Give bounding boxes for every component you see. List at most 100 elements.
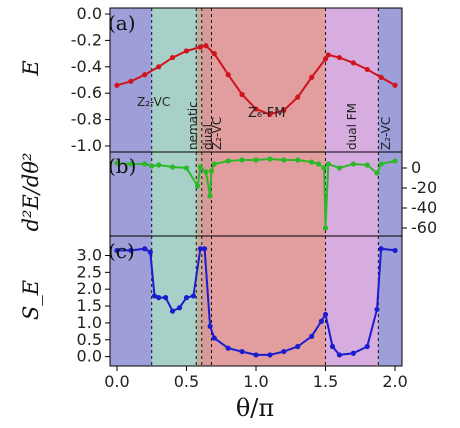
data-point — [378, 74, 384, 80]
y-tick-label: 2.0 — [77, 279, 102, 298]
region-0 — [110, 8, 152, 366]
region-5 — [325, 8, 379, 366]
y-tick-label: 1.0 — [77, 313, 102, 332]
data-point — [329, 343, 336, 350]
data-point — [156, 162, 162, 168]
x-tick-label: 1.0 — [243, 372, 268, 391]
data-point — [253, 106, 259, 112]
data-point — [309, 333, 315, 339]
xlabel: θ/π — [236, 394, 274, 422]
ylabel-a: E — [19, 60, 43, 76]
axes: 0.0-0.2-0.4-0.6-0.8-1.00-20-40-603.02.52… — [71, 4, 437, 391]
data-point — [197, 44, 203, 50]
data-point — [147, 249, 153, 255]
data-point — [203, 169, 209, 175]
data-point — [336, 352, 343, 358]
data-point — [336, 54, 343, 61]
ylabel-c: S_E — [19, 280, 43, 320]
data-point — [350, 60, 356, 66]
data-point — [207, 193, 213, 199]
y-tick-label: 3.0 — [77, 245, 102, 264]
data-point — [114, 82, 120, 88]
data-point — [267, 156, 273, 162]
data-point — [190, 293, 197, 299]
data-point — [197, 164, 203, 170]
data-point — [151, 293, 158, 299]
data-point — [392, 247, 398, 254]
data-point — [163, 295, 169, 301]
data-point — [225, 345, 231, 351]
y-tick-label: -40 — [411, 198, 437, 217]
data-point — [195, 183, 201, 189]
region-label-dual-fm: dual FM — [345, 103, 359, 150]
data-point — [239, 91, 245, 98]
data-point — [201, 246, 208, 252]
data-point — [149, 163, 155, 169]
panel-label-a: (a) — [108, 11, 136, 35]
data-point — [336, 165, 343, 171]
ylabel-b: d²E/dθ² — [19, 153, 43, 232]
data-point — [239, 348, 245, 355]
data-point — [325, 161, 331, 167]
region-label-z6fm: Z₆-FM — [248, 106, 286, 121]
data-point — [183, 48, 190, 54]
y-tick-label: -0.8 — [71, 110, 102, 129]
data-point — [169, 164, 176, 170]
data-point — [325, 52, 331, 58]
data-point — [128, 161, 134, 167]
y-tick-label: -0.2 — [71, 30, 102, 49]
y-tick-label: 1.5 — [77, 296, 102, 315]
data-point — [128, 247, 134, 254]
data-point — [207, 323, 213, 329]
y-tick-label: -60 — [411, 218, 437, 237]
series-second-derivative — [114, 156, 398, 231]
data-point — [253, 352, 259, 358]
y-tick-label: -20 — [411, 178, 437, 197]
data-point — [211, 161, 217, 167]
data-point — [253, 157, 259, 163]
data-point — [128, 78, 134, 84]
data-point — [295, 94, 301, 100]
data-point — [364, 343, 370, 350]
region-label-z2vc-left: Z₂-VC — [137, 95, 170, 109]
data-point — [350, 350, 356, 356]
data-point — [364, 162, 370, 168]
y-tick-label: -0.4 — [71, 57, 102, 76]
data-point — [211, 51, 217, 57]
region-4 — [211, 8, 326, 366]
data-point — [281, 348, 287, 355]
data-point — [295, 343, 301, 350]
data-point — [142, 161, 148, 167]
region-6 — [378, 8, 402, 366]
y-tick-label: -0.6 — [71, 83, 102, 102]
data-point — [239, 157, 245, 163]
data-point — [183, 295, 190, 301]
data-point — [295, 157, 301, 163]
data-point — [281, 107, 287, 113]
region-label-z2vc-mid: Z₂-VC — [210, 117, 224, 150]
phase-regions — [110, 8, 402, 366]
data-point — [142, 72, 148, 78]
data-point — [309, 159, 315, 165]
region-labels: Z₂-VC nematic dual Z₂-VC Z₆-FM dual FM Z… — [137, 95, 393, 150]
region-3 — [201, 8, 212, 366]
region-label-z2vc-right: Z₂-VC — [379, 117, 393, 150]
data-point — [378, 246, 384, 252]
data-point — [114, 160, 120, 166]
data-point — [176, 305, 183, 311]
data-point — [114, 247, 120, 254]
data-point — [378, 161, 384, 167]
data-point — [322, 56, 329, 62]
data-point — [392, 158, 398, 164]
data-point — [374, 170, 380, 176]
y-tick-label: -1.0 — [71, 136, 102, 155]
data-point — [309, 74, 315, 80]
data-point — [211, 335, 217, 341]
data-point — [208, 168, 215, 174]
data-point — [321, 165, 327, 171]
region-label-dual: dual — [201, 124, 215, 150]
y-tick-label: 0.0 — [77, 347, 102, 366]
data-point — [315, 161, 322, 167]
y-tick-label: 2.5 — [77, 262, 102, 281]
